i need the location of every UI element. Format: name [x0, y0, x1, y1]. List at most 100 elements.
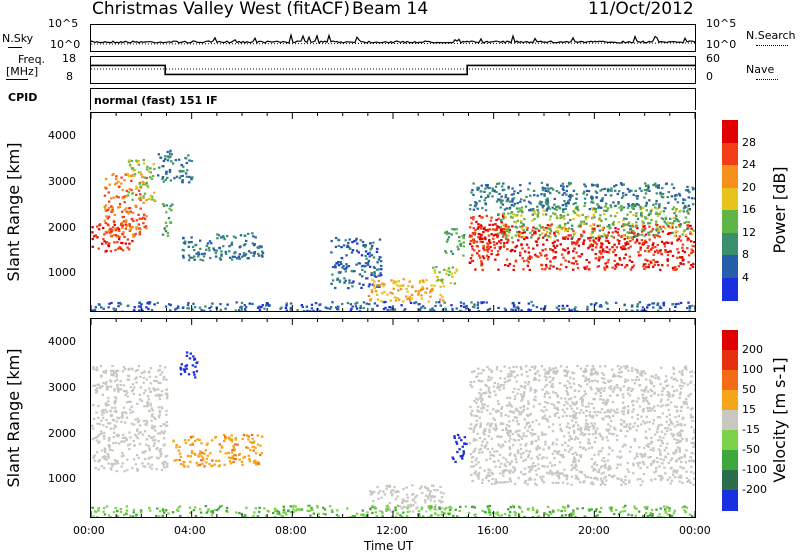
beam-label: Beam 14 [352, 0, 429, 19]
power-colorbar-tick-0: 4 [742, 270, 749, 284]
x-tick-2: 08:00 [275, 524, 307, 537]
freq-trace [91, 64, 695, 76]
velocity-region-3 [369, 484, 445, 513]
x-tick-4: 16:00 [477, 524, 509, 537]
power-ytick-2: 3000 [48, 174, 76, 188]
velocity-colorbar-tick-5: -50 [742, 443, 760, 456]
velocity-colorbar-segment [722, 390, 738, 411]
power-colorbar-tick-5: 24 [742, 158, 756, 171]
noise-trace [91, 32, 695, 45]
noise-tick-right-top: 10^5 [706, 17, 737, 30]
freq-legend-line [6, 79, 28, 80]
power-ytick-1: 2000 [48, 220, 76, 234]
velocity-colorbar-segment [722, 350, 738, 371]
power-region-1 [103, 173, 148, 238]
power-colorbar-segment [722, 210, 738, 233]
velocity-region-4 [451, 433, 468, 463]
noise-tick-left-bottom: 10^0 [50, 38, 81, 51]
power-colorbar-segment [722, 120, 738, 143]
freq-tick-left-top: 18 [62, 52, 76, 65]
freq-tick-left-bottom: 8 [66, 70, 73, 83]
velocity-heatmap [91, 319, 695, 517]
velocity-colorbar-label: Velocity [m s-1] [770, 357, 789, 483]
velocity-colorbar-segment [722, 410, 738, 431]
power-panel [90, 112, 696, 312]
power-region-8 [432, 266, 459, 285]
x-axis-title: Time UT [364, 539, 414, 553]
power-region-0 [91, 223, 134, 253]
velocity-region-1 [172, 433, 264, 468]
freq-label-2: [MHz] [6, 65, 39, 78]
power-colorbar-segment [722, 255, 738, 278]
noise-tick-right-bottom: 10^0 [706, 38, 737, 51]
velocity-colorbar-tick-3: 15 [742, 403, 756, 416]
power-colorbar-segment [722, 187, 738, 211]
velocity-colorbar-tick-4: -15 [742, 423, 760, 436]
station-title: Christmas Valley West (fitACF) [92, 0, 351, 19]
velocity-region-2 [179, 351, 199, 379]
velocity-colorbar-tick-6: -100 [742, 463, 767, 476]
freq-label-1: Freq. [18, 53, 46, 66]
velocity-colorbar [722, 330, 738, 511]
power-region-12 [496, 204, 695, 239]
power-region-13 [468, 181, 695, 212]
velocity-colorbar-tick-7: -200 [742, 483, 767, 496]
velocity-region-0 [91, 364, 169, 473]
power-region-5 [161, 203, 174, 237]
power-heatmap [91, 113, 695, 311]
power-colorbar-tick-6: 28 [742, 135, 756, 149]
velocity-colorbar-tick-1: 100 [742, 363, 763, 376]
velocity-region-6 [91, 504, 694, 517]
power-colorbar-label: Power [dB] [770, 166, 789, 254]
power-ylabel: Slant Range [km] [4, 142, 23, 282]
power-colorbar-tick-1: 8 [742, 248, 749, 261]
noise-sky-label: N.Sky [2, 32, 34, 45]
nave-legend-line [756, 79, 778, 80]
noise-tick-left-top: 10^5 [48, 17, 79, 30]
velocity-colorbar-segment [722, 490, 738, 511]
power-region-14 [91, 300, 695, 311]
power-colorbar-tick-4: 20 [742, 180, 756, 194]
velocity-region-5 [468, 364, 695, 487]
cpid-mode: normal (fast) 151 IF [94, 94, 218, 107]
x-tick-5: 20:00 [578, 524, 610, 537]
power-ytick-3: 4000 [48, 128, 76, 142]
power-colorbar-segment [722, 165, 738, 188]
x-tick-3: 12:00 [376, 524, 408, 537]
power-colorbar-tick-3: 16 [742, 203, 756, 216]
velocity-colorbar-tick-2: 50 [742, 383, 756, 396]
power-colorbar-segment [722, 277, 738, 301]
date-label: 11/Oct/2012 [588, 0, 694, 19]
nave-label: Nave [746, 63, 775, 76]
power-ytick-0: 1000 [48, 266, 76, 280]
noise-sky-legend-line [8, 47, 22, 48]
freq-tick-right-bottom: 0 [706, 70, 713, 83]
cpid-label: CPID [8, 91, 38, 104]
velocity-panel [90, 318, 696, 518]
x-tick-6: 00:00 [679, 524, 711, 537]
power-region-3 [157, 149, 194, 184]
velocity-ytick-1: 2000 [48, 426, 76, 440]
noise-panel [90, 24, 696, 52]
velocity-colorbar-segment [722, 330, 738, 351]
velocity-ytick-3: 4000 [48, 334, 76, 348]
velocity-colorbar-segment [722, 470, 738, 491]
velocity-ylabel: Slant Range [km] [4, 348, 23, 488]
velocity-ytick-0: 1000 [48, 472, 76, 486]
noise-search-label: N.Search [746, 29, 796, 42]
noise-search-legend-line [756, 45, 788, 46]
noise-sky-series [91, 32, 695, 44]
velocity-colorbar-tick-0: 200 [742, 343, 763, 356]
power-colorbar-tick-2: 12 [742, 225, 756, 239]
freq-series [91, 64, 695, 76]
power-region-4 [181, 232, 265, 262]
velocity-colorbar-segment [722, 450, 738, 471]
power-region-2 [126, 158, 157, 202]
velocity-ytick-2: 3000 [48, 380, 76, 394]
freq-tick-right-top: 60 [706, 52, 720, 65]
power-colorbar-segment [722, 232, 738, 256]
power-region-9 [443, 228, 466, 257]
cpid-panel [90, 88, 696, 110]
x-tick-0: 00:00 [73, 524, 105, 537]
velocity-colorbar-segment [722, 430, 738, 451]
